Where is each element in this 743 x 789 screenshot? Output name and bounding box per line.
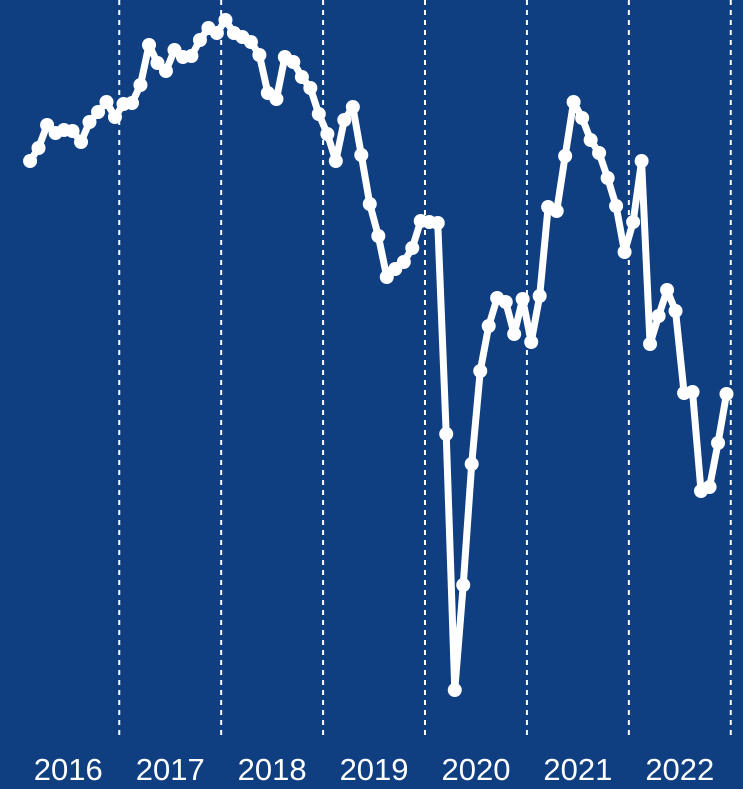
point [320,127,335,141]
point [184,49,199,63]
point [405,241,420,255]
point [592,146,607,160]
point [311,107,326,121]
point [269,92,284,106]
point [549,204,564,218]
x-tick-label: 2019 [340,752,409,787]
point [481,319,496,333]
point [218,13,233,27]
point [711,436,726,450]
point [507,327,522,341]
point [583,133,598,147]
x-tick-label: 2017 [136,752,205,787]
point [498,295,513,309]
point [192,33,207,47]
point [609,199,624,213]
point [345,100,360,114]
point [473,364,488,378]
point [626,215,641,229]
point [668,304,683,318]
point [142,38,157,52]
point [634,154,649,168]
point [31,141,46,155]
x-tick-label: 2022 [645,752,714,787]
x-tick-label: 2016 [34,752,103,787]
point [91,105,106,119]
point [685,385,700,399]
point [158,64,173,78]
x-tick-label: 2018 [238,752,307,787]
point [354,148,369,162]
point [515,292,530,306]
point [303,81,318,95]
point [719,387,734,401]
point [643,337,658,351]
point [82,115,97,129]
point [362,197,377,211]
point [660,283,675,297]
point [124,96,139,110]
point [371,229,386,243]
x-tick-label: 2021 [543,752,612,787]
x-tick-label: 2020 [441,752,510,787]
point [447,683,462,697]
point [337,113,352,127]
point [558,149,573,163]
point [702,480,717,494]
point [209,26,224,40]
point [600,171,615,185]
point [74,135,89,149]
point [566,95,581,109]
point [65,124,80,138]
point [328,154,343,168]
point [430,216,445,230]
point [243,35,258,49]
point [439,427,454,441]
point [651,309,666,323]
point [286,55,301,69]
point [396,255,411,269]
point [252,48,267,62]
point [133,78,148,92]
point [532,289,547,303]
point [99,95,114,109]
point [456,578,471,592]
point [464,457,479,471]
point [524,335,539,349]
point [23,154,38,168]
point [617,245,632,259]
point [107,110,122,124]
point [575,111,590,125]
point [294,70,309,84]
